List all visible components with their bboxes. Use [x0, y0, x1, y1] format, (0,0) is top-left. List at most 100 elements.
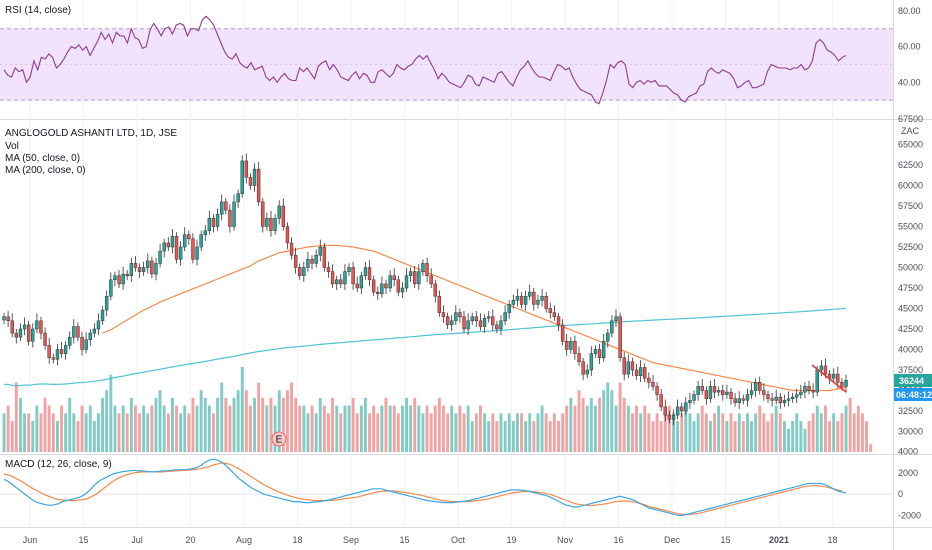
candle[interactable]: [445, 312, 450, 329]
candle[interactable]: [614, 309, 618, 327]
candle[interactable]: [298, 263, 302, 280]
candle[interactable]: [753, 378, 758, 397]
candle[interactable]: [265, 212, 269, 231]
candle[interactable]: [610, 315, 614, 338]
candle[interactable]: [556, 312, 561, 331]
candle[interactable]: [519, 292, 524, 309]
candle[interactable]: [367, 260, 372, 286]
candle[interactable]: [466, 313, 470, 336]
candle[interactable]: [84, 332, 88, 354]
candle[interactable]: [741, 394, 746, 405]
candle[interactable]: [384, 279, 388, 295]
candle[interactable]: [215, 208, 220, 231]
candle[interactable]: [281, 198, 286, 231]
candle[interactable]: [252, 163, 257, 192]
candle[interactable]: [721, 384, 725, 401]
candle[interactable]: [643, 363, 647, 383]
candle[interactable]: [355, 276, 359, 293]
candle[interactable]: [269, 210, 273, 237]
candle[interactable]: [174, 232, 179, 264]
candle[interactable]: [421, 259, 425, 276]
candle[interactable]: [663, 399, 667, 422]
candle[interactable]: [178, 241, 183, 266]
candle[interactable]: [220, 194, 224, 221]
candle[interactable]: [593, 345, 598, 358]
candle[interactable]: [515, 288, 520, 307]
candle[interactable]: [647, 372, 651, 389]
candle[interactable]: [400, 282, 405, 299]
candle[interactable]: [285, 222, 290, 250]
candle[interactable]: [100, 306, 105, 325]
candle[interactable]: [31, 323, 35, 348]
candle[interactable]: [758, 376, 762, 395]
candle[interactable]: [232, 194, 236, 231]
candle[interactable]: [162, 238, 166, 258]
candle[interactable]: [413, 265, 417, 288]
candle[interactable]: [154, 257, 158, 281]
candle[interactable]: [692, 390, 696, 405]
candle[interactable]: [474, 311, 479, 327]
candle[interactable]: [330, 264, 335, 288]
candle[interactable]: [14, 329, 19, 344]
candle[interactable]: [803, 382, 807, 399]
candle[interactable]: [191, 233, 195, 264]
candle[interactable]: [478, 313, 483, 331]
candle[interactable]: [322, 242, 327, 272]
candle[interactable]: [790, 393, 795, 403]
candle[interactable]: [125, 270, 129, 280]
candle[interactable]: [55, 343, 60, 366]
candle[interactable]: [326, 261, 331, 278]
candle[interactable]: [39, 316, 43, 340]
candle[interactable]: [47, 338, 51, 364]
candle[interactable]: [310, 255, 314, 270]
candle[interactable]: [454, 305, 458, 325]
candle[interactable]: [589, 346, 594, 377]
candle[interactable]: [170, 229, 175, 254]
candle[interactable]: [6, 311, 10, 327]
candle[interactable]: [655, 382, 659, 401]
candle[interactable]: [737, 391, 741, 409]
candle[interactable]: [335, 275, 339, 290]
candle[interactable]: [363, 261, 368, 280]
candle[interactable]: [240, 155, 244, 198]
candle[interactable]: [199, 230, 203, 252]
candle[interactable]: [630, 357, 635, 377]
candle[interactable]: [68, 331, 72, 350]
candle[interactable]: [104, 290, 109, 317]
candle[interactable]: [236, 189, 240, 209]
candle[interactable]: [585, 364, 589, 379]
candle[interactable]: [704, 386, 709, 405]
candle[interactable]: [778, 393, 782, 409]
candle[interactable]: [486, 311, 491, 323]
candle[interactable]: [22, 317, 27, 336]
candle[interactable]: [523, 290, 528, 311]
candle[interactable]: [351, 261, 355, 290]
candle[interactable]: [688, 393, 692, 409]
candle[interactable]: [109, 272, 113, 301]
candle[interactable]: [441, 305, 446, 323]
candle[interactable]: [651, 374, 655, 391]
candle[interactable]: [560, 319, 565, 346]
candle[interactable]: [544, 292, 548, 313]
candle[interactable]: [667, 411, 672, 424]
candle[interactable]: [745, 388, 750, 407]
earnings-marker[interactable]: E: [271, 431, 287, 447]
candle[interactable]: [392, 268, 396, 286]
candle[interactable]: [113, 271, 117, 286]
candle[interactable]: [712, 379, 717, 399]
candle[interactable]: [597, 343, 602, 364]
candle[interactable]: [183, 227, 187, 252]
candle[interactable]: [376, 286, 380, 300]
candle[interactable]: [408, 267, 413, 282]
candle[interactable]: [708, 380, 713, 403]
candle[interactable]: [417, 264, 421, 290]
candle[interactable]: [495, 320, 499, 334]
candle[interactable]: [10, 313, 14, 338]
candle[interactable]: [532, 288, 536, 311]
candle[interactable]: [150, 256, 154, 279]
candle[interactable]: [844, 374, 848, 393]
candle[interactable]: [725, 384, 729, 399]
candle[interactable]: [137, 263, 142, 278]
candle[interactable]: [680, 402, 684, 418]
candle[interactable]: [807, 380, 811, 395]
